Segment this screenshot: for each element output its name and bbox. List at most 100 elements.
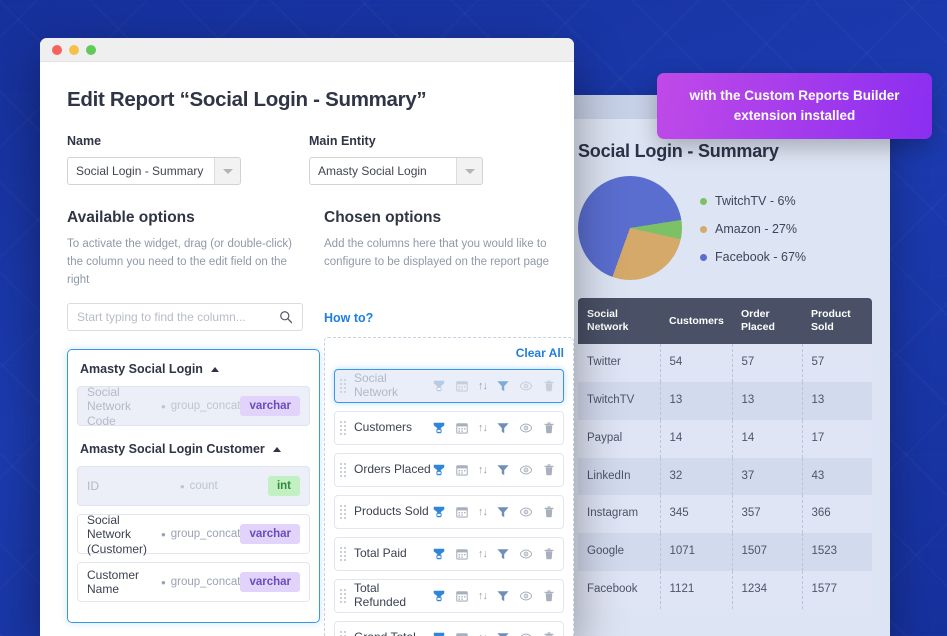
chosen-option-label: Total Paid [354, 546, 407, 561]
drag-handle-icon[interactable] [340, 379, 349, 393]
calendar-icon[interactable] [455, 547, 469, 561]
option-group: Amasty Social Login Social Network Code • g… [67, 349, 320, 624]
filter-icon[interactable] [496, 379, 510, 393]
eye-icon[interactable] [519, 421, 533, 435]
trash-icon[interactable] [542, 631, 556, 636]
sort-icon[interactable]: ↑↓ [478, 506, 488, 518]
drag-handle-icon[interactable] [340, 505, 349, 519]
trash-icon[interactable] [542, 505, 556, 519]
drag-handle-icon[interactable] [340, 547, 349, 561]
calendar-icon[interactable] [455, 631, 469, 636]
group-aggregate-icon[interactable] [432, 547, 446, 561]
drag-handle-icon[interactable] [340, 589, 349, 603]
filter-icon[interactable] [496, 505, 510, 519]
eye-icon[interactable] [519, 379, 533, 393]
pie-chart-legend: TwitchTV - 6% Amazon - 27% Facebook - 67% [700, 192, 806, 264]
chosen-option-item[interactable]: Orders Placed ↑↓ [334, 453, 564, 487]
trash-icon[interactable] [542, 379, 556, 393]
filter-icon[interactable] [496, 463, 510, 477]
filter-icon[interactable] [496, 589, 510, 603]
chevron-down-icon[interactable] [456, 158, 482, 184]
option-group-title[interactable]: Amasty Social Login [80, 362, 310, 376]
window-titlebar [40, 38, 574, 62]
option-type-badge: varchar [240, 396, 300, 417]
eye-icon[interactable] [519, 589, 533, 603]
sort-icon[interactable]: ↑↓ [478, 632, 488, 636]
calendar-icon[interactable] [455, 505, 469, 519]
option-aggregation: group_concat [170, 575, 241, 588]
minimize-window-icon[interactable] [69, 44, 79, 55]
group-aggregate-icon[interactable] [432, 505, 446, 519]
table-cell: 13 [732, 382, 803, 420]
maximize-window-icon[interactable] [86, 44, 96, 55]
trash-icon[interactable] [542, 421, 556, 435]
bullet-icon: • [161, 398, 166, 414]
group-aggregate-icon[interactable] [432, 589, 446, 603]
calendar-icon[interactable] [455, 589, 469, 603]
table-body: Twitter 54 57 57 TwitchTV 13 13 13 Paypal 14 14 17 L… [578, 344, 872, 609]
chosen-option-label: Customers [354, 420, 413, 435]
drag-handle-icon[interactable] [340, 631, 349, 636]
trash-icon[interactable] [542, 547, 556, 561]
chevron-down-icon[interactable] [214, 158, 240, 184]
sort-icon[interactable]: ↑↓ [478, 380, 488, 392]
group-aggregate-icon[interactable] [432, 421, 446, 435]
eye-icon[interactable] [519, 505, 533, 519]
chosen-options-column: Chosen options Add the columns here that… [324, 209, 574, 636]
eye-icon[interactable] [519, 547, 533, 561]
drag-handle-icon[interactable] [340, 463, 349, 477]
filter-icon[interactable] [496, 421, 510, 435]
table-cell: 1577 [802, 571, 872, 609]
clear-all-button[interactable]: Clear All [515, 346, 564, 360]
table-row: LinkedIn 32 37 43 [578, 457, 872, 496]
available-option-item[interactable]: Customer Name • group_concat varchar [77, 562, 310, 603]
search-input[interactable] [77, 310, 279, 325]
close-window-icon[interactable] [52, 44, 62, 55]
eye-icon[interactable] [519, 631, 533, 636]
available-option-item[interactable]: ID • count int [77, 466, 310, 507]
chosen-option-item[interactable]: Total Refunded ↑↓ [334, 579, 564, 613]
how-to-link[interactable]: How to? [324, 311, 374, 325]
bullet-icon: • [161, 526, 166, 542]
chevron-up-icon[interactable] [210, 366, 219, 372]
filter-icon[interactable] [496, 547, 510, 561]
table-cell: Facebook [578, 571, 661, 609]
group-aggregate-icon[interactable] [432, 379, 446, 393]
name-select[interactable]: Social Login - Summary [67, 157, 241, 185]
table-cell: TwitchTV [578, 382, 661, 420]
drag-handle-icon[interactable] [340, 421, 349, 435]
search-input-wrapper[interactable] [67, 303, 303, 332]
table-cell: Paypal [578, 419, 661, 458]
chosen-option-item[interactable]: Customers ↑↓ [334, 411, 564, 445]
filter-icon[interactable] [496, 631, 510, 636]
chosen-option-item[interactable]: Grand Total ↑↓ [334, 621, 564, 636]
bullet-icon: • [161, 574, 166, 590]
available-option-item[interactable]: Social Network (Customer) • group_concat va… [77, 513, 310, 556]
group-aggregate-icon[interactable] [432, 631, 446, 636]
sort-icon[interactable]: ↑↓ [478, 548, 488, 560]
calendar-icon[interactable] [455, 379, 469, 393]
table-column-header: Order Placed [732, 298, 802, 345]
sort-icon[interactable]: ↑↓ [478, 590, 488, 602]
calendar-icon[interactable] [455, 421, 469, 435]
available-option-item[interactable]: Social Network Code • group_concat varchar [77, 385, 310, 428]
chosen-option-label: Social Network [354, 371, 399, 399]
chosen-option-item[interactable]: Total Paid ↑↓ [334, 537, 564, 571]
table-row: Facebook 1121 1234 1577 [578, 571, 872, 609]
extension-badge: with the Custom Reports Builder extensio… [657, 73, 932, 139]
option-group-title[interactable]: Amasty Social Login Customer [80, 442, 310, 456]
chosen-option-item[interactable]: Products Sold ↑↓ [334, 495, 564, 529]
main-entity-select[interactable]: Amasty Social Login [309, 157, 483, 185]
chosen-option-item[interactable]: Social Network ↑↓ [334, 369, 564, 403]
trash-icon[interactable] [542, 589, 556, 603]
sort-icon[interactable]: ↑↓ [478, 464, 488, 476]
eye-icon[interactable] [519, 463, 533, 477]
chevron-up-icon[interactable] [272, 446, 281, 452]
group-aggregate-icon[interactable] [432, 463, 446, 477]
sort-icon[interactable]: ↑↓ [478, 422, 488, 434]
calendar-icon[interactable] [455, 463, 469, 477]
table-cell: 366 [802, 495, 872, 534]
trash-icon[interactable] [542, 463, 556, 477]
available-options-heading: Available options [67, 209, 195, 226]
chosen-options-dropzone[interactable]: Clear All Social Network ↑↓ Customers ↑↓ Ord… [324, 337, 574, 636]
